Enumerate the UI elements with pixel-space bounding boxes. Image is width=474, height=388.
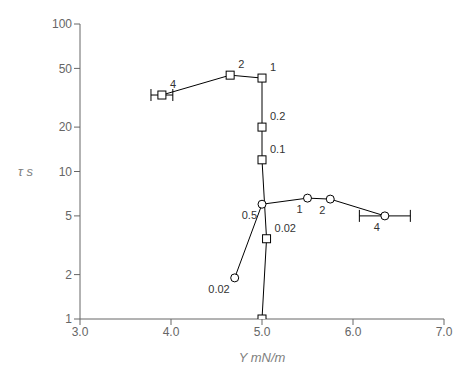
svg-text:4.0: 4.0 [163, 325, 180, 339]
svg-text:2: 2 [65, 268, 72, 282]
svg-text:50: 50 [59, 62, 73, 76]
svg-text:1: 1 [296, 203, 302, 215]
svg-text:0.2: 0.2 [270, 110, 285, 122]
svg-text:0.1: 0.1 [270, 143, 285, 155]
svg-text:Y mN/m: Y mN/m [239, 350, 286, 365]
svg-text:1: 1 [270, 61, 276, 73]
svg-text:4: 4 [170, 78, 176, 90]
svg-text:τ s: τ s [18, 164, 33, 179]
svg-text:4: 4 [374, 221, 380, 233]
svg-text:20: 20 [59, 120, 73, 134]
svg-text:0.02: 0.02 [208, 283, 229, 295]
svg-text:6.0: 6.0 [345, 325, 362, 339]
svg-text:2: 2 [238, 58, 244, 70]
svg-text:5.0: 5.0 [254, 325, 271, 339]
svg-text:1: 1 [65, 312, 72, 326]
svg-text:10: 10 [59, 165, 73, 179]
svg-text:0.02: 0.02 [275, 222, 296, 234]
svg-text:100: 100 [52, 17, 72, 31]
svg-text:2: 2 [319, 204, 325, 216]
svg-text:5: 5 [65, 209, 72, 223]
svg-text:3.0: 3.0 [72, 325, 89, 339]
svg-text:0.5: 0.5 [242, 209, 257, 221]
svg-text:7.0: 7.0 [436, 325, 453, 339]
